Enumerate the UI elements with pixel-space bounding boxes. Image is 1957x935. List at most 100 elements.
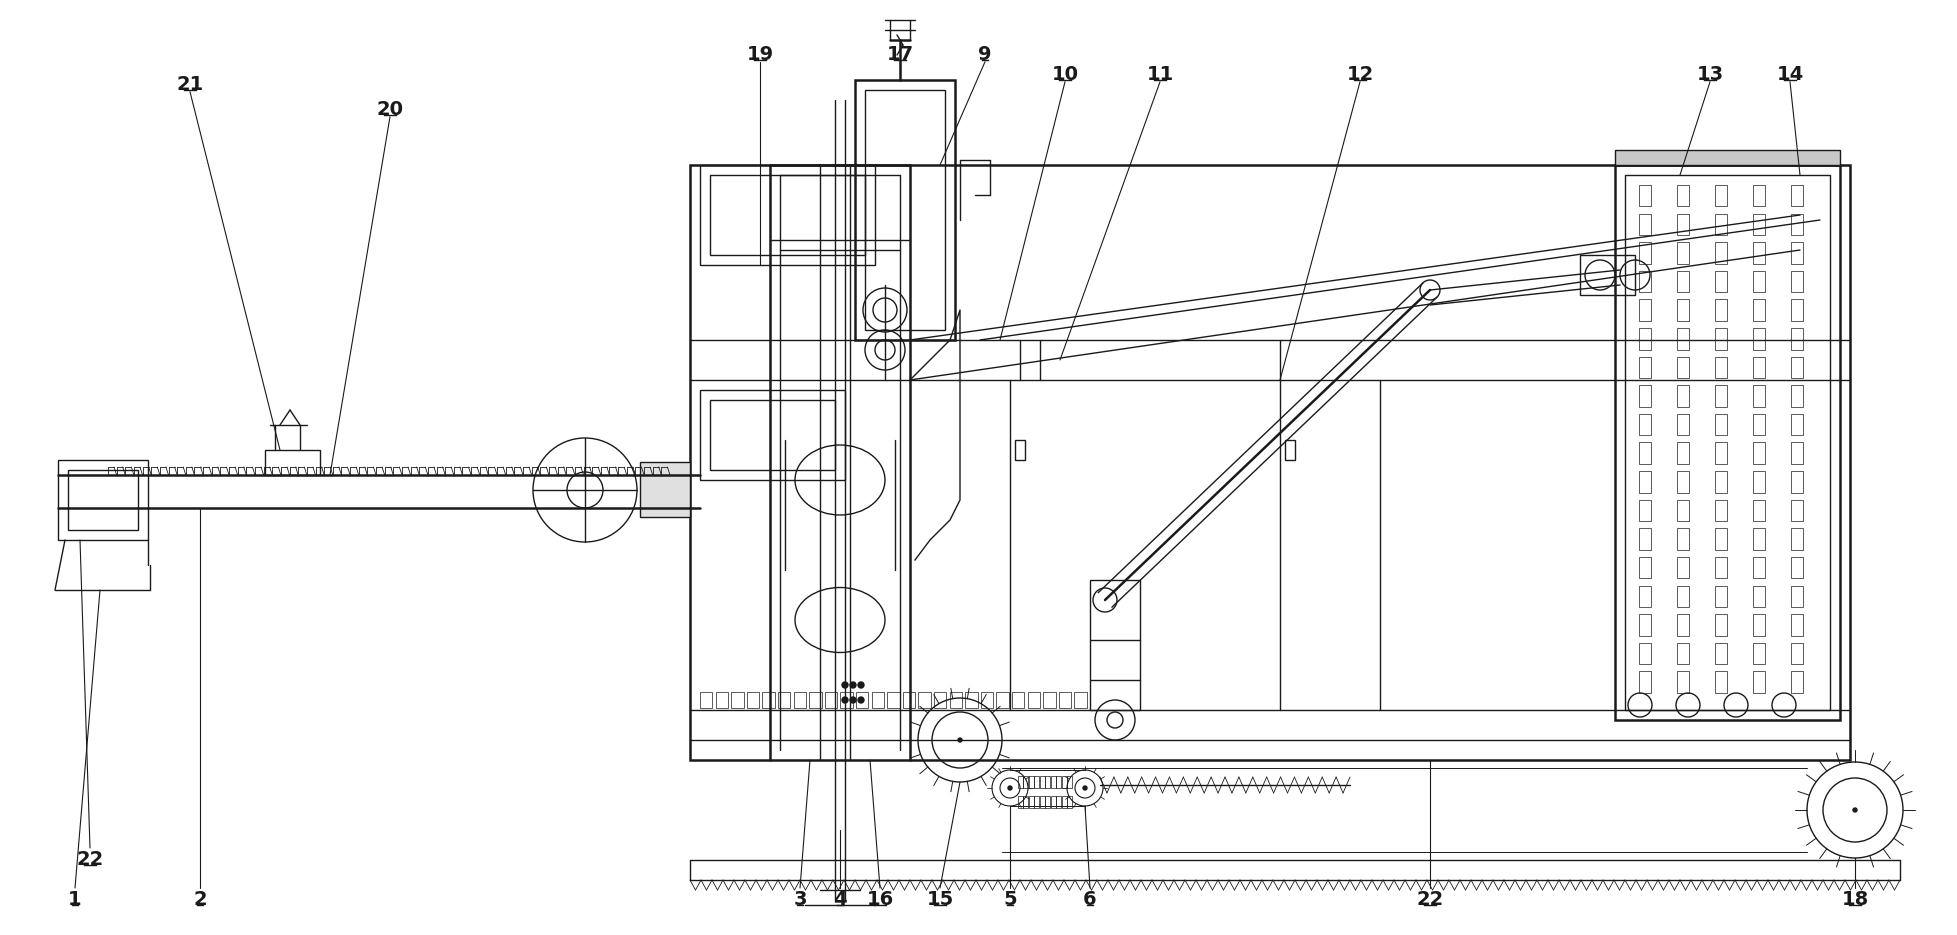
Bar [1752, 671, 1763, 693]
Bar [1675, 242, 1689, 264]
Bar [710, 400, 834, 470]
Bar [1752, 499, 1763, 521]
Bar [1638, 242, 1650, 264]
Text: 3: 3 [793, 890, 806, 909]
Bar [1579, 255, 1634, 295]
Bar [1638, 614, 1650, 636]
Bar [1791, 614, 1802, 636]
Bar [1714, 414, 1726, 436]
Bar [777, 692, 791, 708]
Text: 4: 4 [834, 890, 845, 909]
Text: 21: 21 [176, 75, 204, 94]
Circle shape [957, 738, 961, 742]
Bar [1714, 528, 1726, 550]
Bar [1024, 796, 1027, 808]
Circle shape [1851, 808, 1855, 812]
Text: 5: 5 [1002, 890, 1016, 909]
Bar [1675, 414, 1689, 436]
Bar [1059, 692, 1070, 708]
Bar [793, 692, 806, 708]
Bar [264, 450, 319, 475]
Bar [1675, 299, 1689, 321]
Bar [918, 692, 930, 708]
Bar [640, 462, 689, 517]
Bar [710, 175, 865, 255]
Bar [701, 165, 875, 265]
Bar [1714, 614, 1726, 636]
Text: 9: 9 [978, 45, 992, 64]
Bar [1675, 671, 1689, 693]
Text: 22: 22 [1415, 890, 1442, 909]
Bar [1791, 442, 1802, 464]
Bar [871, 692, 885, 708]
Bar [1714, 213, 1726, 235]
Bar [1675, 385, 1689, 407]
Bar [1714, 385, 1726, 407]
Bar [996, 692, 1008, 708]
Bar [1012, 692, 1024, 708]
Bar [1752, 528, 1763, 550]
Circle shape [857, 682, 863, 688]
Bar [1791, 213, 1802, 235]
Bar [1752, 557, 1763, 579]
Bar [1752, 213, 1763, 235]
Bar [949, 692, 961, 708]
Bar [1638, 671, 1650, 693]
Bar [1791, 528, 1802, 550]
Bar [1057, 776, 1061, 788]
Bar [1675, 328, 1689, 350]
Bar [1615, 165, 1840, 720]
Bar [1051, 796, 1055, 808]
Text: 16: 16 [865, 890, 892, 909]
Bar [701, 390, 845, 480]
Bar [68, 470, 137, 530]
Text: 14: 14 [1775, 65, 1802, 84]
Text: 6: 6 [1082, 890, 1096, 909]
Bar [1714, 242, 1726, 264]
Bar [1714, 585, 1726, 607]
Bar [1638, 557, 1650, 579]
Bar [1714, 442, 1726, 464]
Text: 2: 2 [194, 890, 207, 909]
Bar [1045, 796, 1049, 808]
Bar [902, 692, 914, 708]
Bar [1638, 528, 1650, 550]
Bar [1714, 499, 1726, 521]
Bar [1675, 185, 1689, 207]
Bar [1714, 557, 1726, 579]
Bar [1067, 776, 1072, 788]
Bar [1675, 528, 1689, 550]
Bar [1791, 185, 1802, 207]
Circle shape [1008, 786, 1012, 790]
Bar [1675, 442, 1689, 464]
Bar [1638, 499, 1650, 521]
Text: 17: 17 [887, 45, 914, 64]
Bar [1675, 585, 1689, 607]
Text: 19: 19 [746, 45, 773, 64]
Bar [1675, 271, 1689, 293]
Bar [1752, 356, 1763, 378]
Bar [1638, 414, 1650, 436]
Bar [1027, 692, 1039, 708]
Bar [1638, 356, 1650, 378]
Bar [1714, 328, 1726, 350]
Bar [1675, 356, 1689, 378]
Bar [714, 692, 728, 708]
Text: 11: 11 [1145, 65, 1172, 84]
Bar [1752, 271, 1763, 293]
Bar [1791, 385, 1802, 407]
Text: 1: 1 [68, 890, 82, 909]
Bar [1039, 796, 1045, 808]
Bar [1791, 499, 1802, 521]
Bar [689, 165, 1849, 760]
Bar [1638, 328, 1650, 350]
Bar [1018, 776, 1022, 788]
Bar [1791, 585, 1802, 607]
Bar [1714, 642, 1726, 664]
Bar [59, 460, 149, 540]
Bar [1638, 185, 1650, 207]
Bar [1675, 499, 1689, 521]
Bar [1638, 271, 1650, 293]
Bar [1061, 796, 1067, 808]
Bar [1791, 671, 1802, 693]
